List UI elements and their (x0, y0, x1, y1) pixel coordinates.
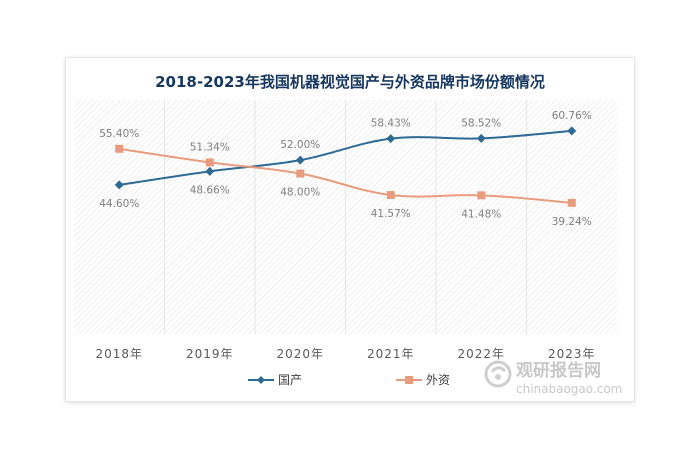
data-label: 41.48% (461, 208, 501, 220)
x-tick-label: 2018年 (95, 347, 143, 361)
data-point (205, 166, 215, 176)
data-label: 39.24% (552, 216, 592, 228)
data-label: 44.60% (99, 198, 139, 210)
data-point (477, 191, 486, 200)
chart-card: 2018-2023年我国机器视觉国产与外资品牌市场份额情况 2018年 2019年… (66, 58, 634, 401)
data-point (296, 169, 305, 178)
data-point (295, 155, 305, 165)
x-tick-label: 2021年 (367, 347, 415, 361)
legend-marker (405, 376, 413, 384)
legend-marker (257, 376, 265, 384)
data-label: 51.34% (190, 141, 230, 153)
watermark-text: 观研报告网 (515, 360, 601, 381)
x-tick-label: 2023年 (548, 347, 596, 361)
x-tick-label: 2022年 (457, 347, 505, 361)
data-point (114, 180, 124, 190)
data-label: 41.57% (371, 208, 411, 220)
x-tick-label: 2019年 (186, 347, 234, 361)
series-line-0 (119, 129, 572, 186)
legend-label: 外资 (426, 373, 450, 387)
watermark-logo-icon (484, 360, 512, 388)
legend: 国产 外资 (248, 373, 450, 387)
data-point (205, 158, 214, 167)
data-label: 55.40% (99, 128, 139, 140)
data-point (567, 126, 577, 136)
data-label: 58.52% (461, 117, 501, 129)
data-label: 58.43% (371, 118, 411, 130)
data-labels: 44.60% 55.40% 48.66% 51.34% 52.00% 48.00% 58.4… (99, 110, 592, 228)
series-layer (114, 126, 577, 207)
legend-label: 国产 (278, 373, 302, 387)
series-line-1 (119, 147, 572, 204)
data-label: 52.00% (280, 139, 320, 151)
data-label: 60.76% (552, 110, 592, 122)
watermark: 观研报告网 chinabaogao.com (484, 360, 622, 396)
data-point (115, 144, 124, 153)
data-label: 48.66% (190, 184, 230, 196)
chart-title: 2018-2023年我国机器视觉国产与外资品牌市场份额情况 (155, 73, 545, 91)
x-tick-label: 2020年 (276, 347, 324, 361)
chart-svg: 2018-2023年我国机器视觉国产与外资品牌市场份额情况 2018年 2019年… (74, 73, 622, 396)
data-point (567, 198, 576, 207)
data-point (386, 134, 396, 144)
x-axis: 2018年 2019年 2020年 2021年 2022年 2023年 (95, 100, 595, 361)
watermark-url: chinabaogao.com (516, 382, 622, 396)
data-point (386, 191, 395, 200)
data-point (476, 133, 486, 143)
data-label: 48.00% (280, 187, 320, 199)
